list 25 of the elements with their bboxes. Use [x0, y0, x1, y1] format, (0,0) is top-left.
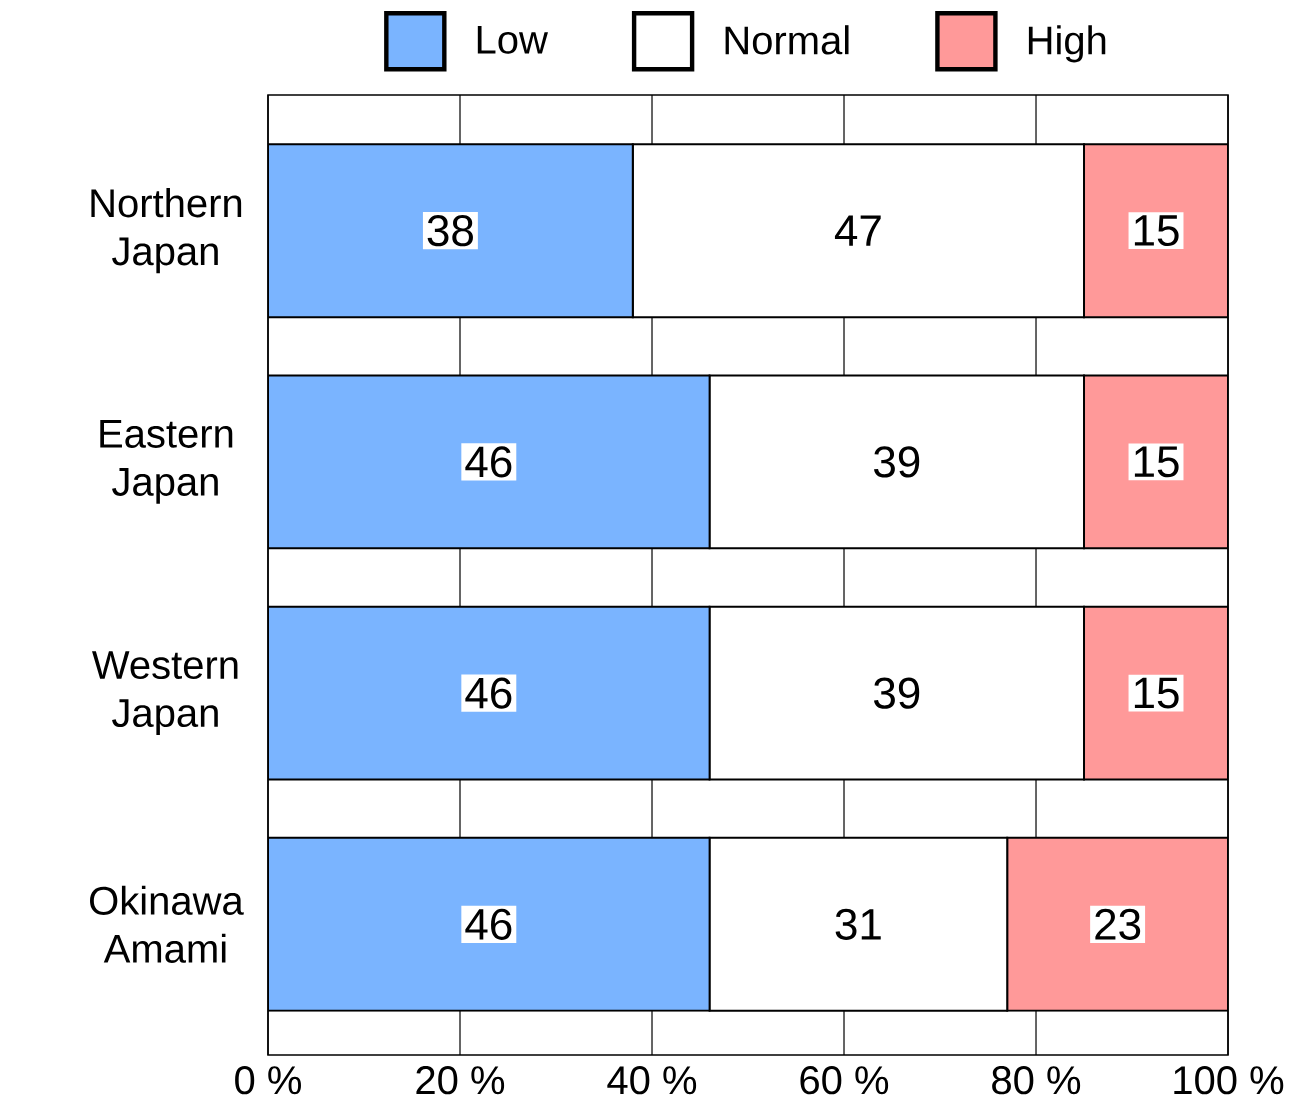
y-tick-label: Western Japan — [92, 651, 238, 736]
data-label: 31 — [835, 908, 881, 940]
y-tick-label: Eastern Japan — [100, 420, 233, 504]
x-tick-label: 40 % — [607, 1066, 697, 1095]
y-tick-label: Northern Japan — [91, 188, 242, 274]
legend-label: High — [1028, 25, 1106, 63]
data-label: 46 — [465, 446, 512, 478]
y-tick-label: Okinawa Amami — [90, 885, 244, 963]
data-label: 15 — [1134, 446, 1179, 478]
data-label: 47 — [834, 215, 881, 246]
x-tick-label: 0 % — [235, 1066, 301, 1095]
legend-label: Normal — [725, 25, 849, 55]
data-label: 38 — [427, 215, 473, 247]
data-label: 23 — [1095, 908, 1141, 940]
x-tick-label: 100 % — [1174, 1066, 1284, 1095]
data-label: 39 — [874, 677, 920, 709]
legend-label: Low — [477, 25, 548, 54]
data-label: 15 — [1134, 215, 1179, 247]
data-label: 46 — [465, 908, 512, 940]
data-label: 46 — [465, 677, 512, 709]
data-label: 15 — [1134, 677, 1179, 709]
x-tick-label: 60 % — [800, 1066, 889, 1095]
x-tick-label: 80 % — [992, 1066, 1081, 1095]
x-tick-label: 20 % — [416, 1066, 505, 1095]
data-label: 39 — [874, 446, 920, 478]
